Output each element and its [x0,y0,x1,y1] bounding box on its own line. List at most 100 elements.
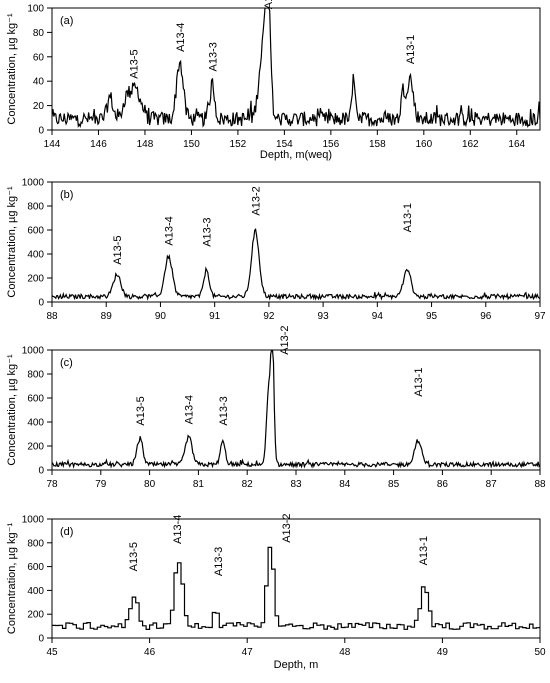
chart-panel-3: 78 79 80 81 82 83 84 85 86 87 88 0 200 400 600 800 1000 (… [6,325,546,490]
y-tick-label: 800 [27,538,44,549]
plot-frame [51,181,541,303]
x-tick-label: 144 [44,139,61,150]
series-line [52,227,540,301]
panel-label: (c) [60,357,73,369]
peak-label: A13-1 [402,203,414,232]
x-tick-label: 82 [242,479,254,490]
x-tick-label: 50 [534,647,546,658]
x-tick-label: 92 [263,311,275,322]
peak-label: A13-5 [128,49,140,78]
x-tick-label: 86 [437,479,449,490]
x-tick-label: 89 [101,311,113,322]
y-axis-label: Concentration, µg kg⁻¹ [6,186,18,298]
y-tick-label: 100 [27,4,44,15]
peak-label: A13-3 [202,217,214,246]
y-tick-label: 1000 [22,346,45,357]
y-tick-label: 0 [38,466,44,477]
y-tick-label: 0 [38,634,44,645]
peak-label: A13-4 [184,395,196,424]
x-tick-label: 146 [90,139,107,150]
x-tick-label: 96 [480,311,492,322]
peak-label: A13-2 [250,186,262,215]
peak-label: A13-1 [405,35,417,64]
x-tick-label: 79 [95,479,107,490]
x-tick-label: 81 [193,479,205,490]
y-tick-label: 20 [33,101,45,112]
peak-label: A13-3 [218,396,230,425]
x-tick-label: 91 [209,311,221,322]
x-tick-label: 150 [183,139,200,150]
x-tick-label: 88 [534,479,546,490]
y-tick-label: 80 [33,28,45,39]
x-tick-label: 152 [230,139,247,150]
x-tick-label: 162 [462,139,479,150]
y-tick-label: 1000 [22,515,45,526]
x-tick-label: 158 [369,139,386,150]
x-tick-label: 160 [415,139,432,150]
y-tick-label: 0 [38,126,44,137]
y-tick-label: 400 [27,250,44,261]
x-tick-label: 95 [426,311,438,322]
series-line [52,8,540,129]
peak-label: A13-5 [135,396,147,425]
x-tick-label: 90 [155,311,167,322]
x-tick-label: 164 [508,139,525,150]
y-tick-label: 1000 [22,178,45,189]
peak-label: A13-3 [213,547,225,576]
y-tick-label: 600 [27,562,44,573]
peak-label: A13-1 [418,536,430,565]
y-tick-label: 800 [27,202,44,213]
x-tick-label: 49 [437,647,449,658]
chart-panel-4: 45 46 47 48 49 50 0 200 400 600 800 1000 (d) A13-5 A13… [6,513,546,671]
peak-label: A13-5 [112,235,124,264]
x-tick-label: 83 [290,479,302,490]
x-tick-label: 94 [372,311,384,322]
y-tick-label: 40 [33,77,45,88]
chart-panel-1: 144 146 148 150 152 154 156 158 160 162 164 0 20 40 60… [6,0,541,161]
x-tick-label: 97 [534,311,546,322]
y-tick-label: 400 [27,418,44,429]
peak-label: A13-5 [128,542,140,571]
panel-label: (d) [60,526,73,538]
y-tick-label: 200 [27,274,44,285]
x-tick-label: 80 [144,479,156,490]
plot-frame [51,349,541,471]
peak-label: A13-2 [279,325,291,354]
x-tick-label: 85 [388,479,400,490]
x-tick-label: 48 [339,647,351,658]
panel-label: (a) [60,15,73,27]
x-tick-label: 45 [46,647,58,658]
x-axis-label: Depth, m(weq) [260,149,332,161]
chart-panel-2: 88 89 90 91 92 93 94 95 96 97 0 200 400 600 800 1000 (b)… [6,178,546,323]
y-axis-label: Concentration, µg kg⁻¹ [6,523,18,635]
peak-label: A13-2 [281,513,293,542]
series-line [52,350,540,469]
x-tick-label: 47 [242,647,254,658]
x-tick-label: 84 [339,479,351,490]
peak-label: A13-4 [172,515,184,544]
series-line [52,546,540,630]
x-tick-label: 87 [486,479,498,490]
x-tick-label: 148 [137,139,154,150]
peak-label: A13-2 [263,0,275,9]
peak-label: A13-4 [164,216,176,245]
y-tick-label: 400 [27,586,44,597]
y-tick-label: 600 [27,394,44,405]
x-tick-label: 154 [276,139,293,150]
x-axis-label: Depth, m [274,659,319,671]
x-tick-label: 88 [46,311,58,322]
y-tick-label: 600 [27,226,44,237]
peak-label: A13-3 [207,42,219,71]
panel-label: (b) [60,189,73,201]
x-tick-label: 78 [46,479,58,490]
plot-frame [51,7,541,131]
y-tick-label: 800 [27,370,44,381]
x-tick-label: 156 [323,139,340,150]
y-tick-label: 60 [33,52,45,63]
y-axis-label: Concentration, µg kg⁻¹ [6,354,18,466]
y-tick-label: 0 [38,298,44,309]
plot-frame [51,518,541,639]
y-axis-label: Concentration, µg kg⁻¹ [6,13,18,125]
x-tick-label: 93 [318,311,330,322]
